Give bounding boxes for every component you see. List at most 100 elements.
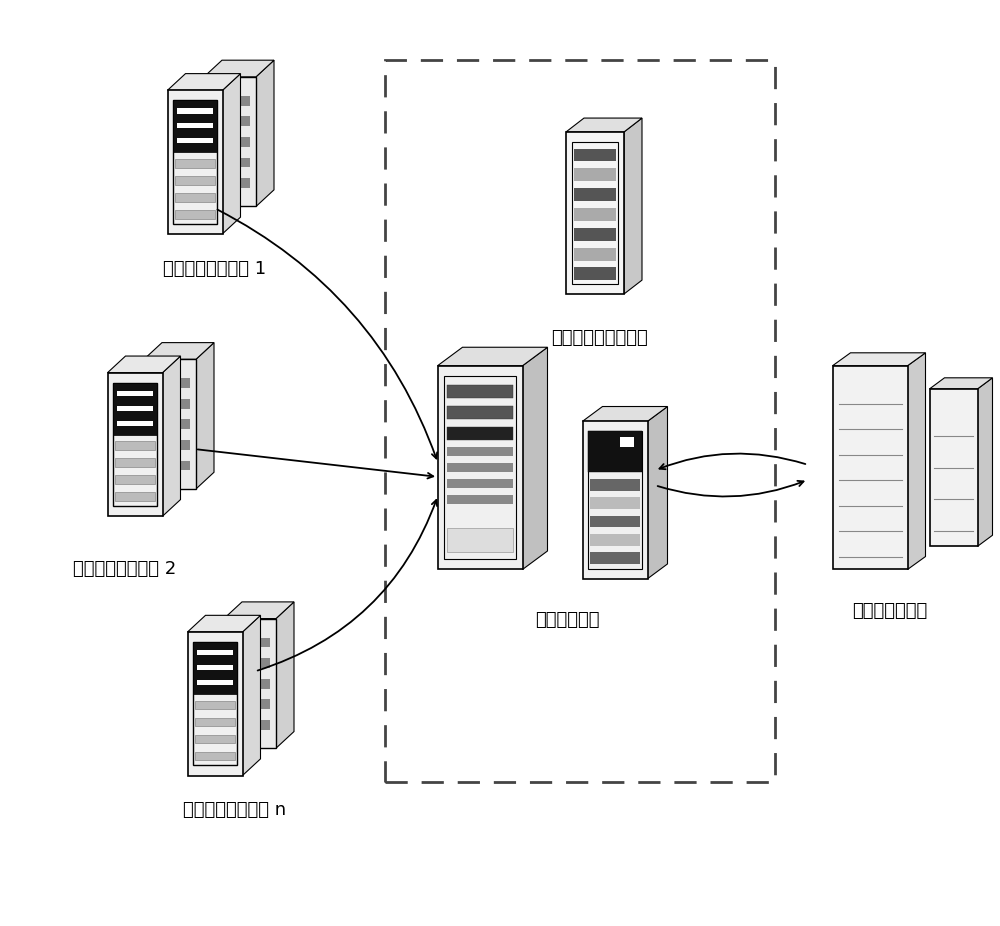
Polygon shape <box>590 497 640 509</box>
Polygon shape <box>832 366 908 569</box>
Text: 银行业务应用系统 n: 银行业务应用系统 n <box>183 801 287 820</box>
Polygon shape <box>210 117 250 126</box>
Polygon shape <box>204 77 256 206</box>
Polygon shape <box>447 385 513 398</box>
Polygon shape <box>242 615 260 776</box>
Polygon shape <box>574 149 616 161</box>
Polygon shape <box>230 720 270 730</box>
Polygon shape <box>447 447 513 457</box>
Polygon shape <box>590 479 640 491</box>
Polygon shape <box>224 602 294 619</box>
Polygon shape <box>438 347 548 366</box>
Polygon shape <box>195 752 235 760</box>
Polygon shape <box>210 96 250 106</box>
Polygon shape <box>196 343 214 489</box>
Polygon shape <box>197 650 233 656</box>
Polygon shape <box>177 138 213 144</box>
Polygon shape <box>572 142 618 284</box>
Polygon shape <box>117 391 153 396</box>
Polygon shape <box>113 382 157 507</box>
Polygon shape <box>574 228 616 241</box>
Polygon shape <box>588 431 642 472</box>
Polygon shape <box>582 407 668 421</box>
Polygon shape <box>574 268 616 281</box>
Polygon shape <box>175 176 215 184</box>
Polygon shape <box>162 356 180 517</box>
Text: 银行业务应用系统 2: 银行业务应用系统 2 <box>73 560 177 579</box>
Polygon shape <box>224 619 276 748</box>
Polygon shape <box>447 463 513 472</box>
Polygon shape <box>150 379 190 388</box>
Text: 银行业务数据库: 银行业务数据库 <box>852 602 928 620</box>
Polygon shape <box>230 679 270 689</box>
Polygon shape <box>177 108 213 114</box>
Polygon shape <box>574 188 616 201</box>
Polygon shape <box>115 442 155 450</box>
Polygon shape <box>173 100 217 224</box>
Polygon shape <box>276 602 294 748</box>
Polygon shape <box>188 632 242 776</box>
Polygon shape <box>574 247 616 260</box>
Polygon shape <box>978 378 992 546</box>
Polygon shape <box>115 458 155 467</box>
Polygon shape <box>930 389 978 546</box>
Polygon shape <box>590 534 640 545</box>
Polygon shape <box>590 552 640 564</box>
Polygon shape <box>210 137 250 147</box>
Polygon shape <box>230 638 270 647</box>
Polygon shape <box>108 372 162 517</box>
Polygon shape <box>230 658 270 668</box>
Polygon shape <box>195 734 235 744</box>
Polygon shape <box>173 100 217 152</box>
Polygon shape <box>204 60 274 77</box>
Polygon shape <box>188 615 260 632</box>
Polygon shape <box>168 91 222 234</box>
Polygon shape <box>150 460 190 470</box>
Polygon shape <box>438 366 522 569</box>
Text: 银行业务应用系统 1: 银行业务应用系统 1 <box>163 259 267 278</box>
Text: 集群列表维护服务器: 集群列表维护服务器 <box>552 329 648 347</box>
Polygon shape <box>195 718 235 726</box>
Polygon shape <box>115 475 155 484</box>
Polygon shape <box>115 493 155 501</box>
Polygon shape <box>447 495 513 505</box>
Polygon shape <box>588 431 642 569</box>
Polygon shape <box>230 699 270 709</box>
Polygon shape <box>144 343 214 359</box>
Polygon shape <box>590 516 640 527</box>
Polygon shape <box>222 73 240 234</box>
Polygon shape <box>144 359 196 489</box>
Polygon shape <box>150 399 190 408</box>
Polygon shape <box>256 60 274 206</box>
Polygon shape <box>444 376 516 559</box>
Polygon shape <box>447 427 513 440</box>
Polygon shape <box>930 378 992 389</box>
Polygon shape <box>175 193 215 202</box>
Polygon shape <box>447 528 513 552</box>
Polygon shape <box>150 440 190 450</box>
Polygon shape <box>175 210 215 219</box>
Polygon shape <box>522 347 548 569</box>
Polygon shape <box>193 642 237 766</box>
Polygon shape <box>620 437 634 447</box>
Text: 内存缓存集群: 内存缓存集群 <box>535 611 600 630</box>
Polygon shape <box>566 131 624 294</box>
Polygon shape <box>447 480 513 488</box>
Polygon shape <box>210 178 250 188</box>
Polygon shape <box>195 701 235 709</box>
Polygon shape <box>117 420 153 426</box>
Polygon shape <box>177 123 213 129</box>
Polygon shape <box>574 169 616 181</box>
Polygon shape <box>193 642 237 694</box>
Polygon shape <box>582 421 648 579</box>
Polygon shape <box>210 157 250 168</box>
Polygon shape <box>108 356 180 372</box>
Polygon shape <box>197 680 233 685</box>
Polygon shape <box>117 406 153 411</box>
Polygon shape <box>832 353 926 366</box>
Polygon shape <box>113 382 157 434</box>
Polygon shape <box>648 407 668 579</box>
Polygon shape <box>566 118 642 131</box>
Polygon shape <box>168 73 240 91</box>
Polygon shape <box>197 665 233 670</box>
